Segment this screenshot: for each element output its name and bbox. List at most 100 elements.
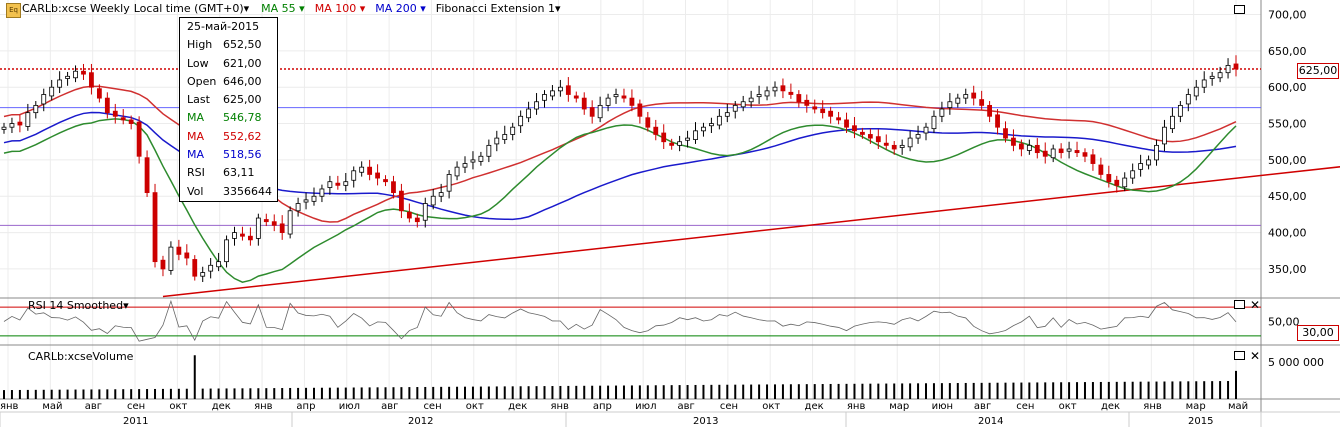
- price-tick-label: 500,00: [1268, 154, 1307, 167]
- price-tick-label: 700,00: [1268, 9, 1307, 22]
- volume-maximize-button[interactable]: [1234, 351, 1245, 360]
- candle-body: [263, 219, 269, 223]
- info-key: MA: [187, 129, 205, 143]
- info-row: Low 621,00: [180, 55, 277, 73]
- candle-body: [224, 239, 229, 263]
- candle-body: [1018, 143, 1024, 150]
- candle-body: [9, 123, 15, 128]
- candle-body: [860, 131, 865, 135]
- month-label: июл: [635, 401, 656, 412]
- candle-body: [446, 174, 452, 192]
- month-label: янв: [0, 401, 19, 412]
- candle-body: [414, 217, 420, 223]
- info-row: Open 646,00: [180, 73, 277, 91]
- volume-close-icon[interactable]: ✕: [1250, 349, 1261, 363]
- candle-body: [1201, 79, 1207, 88]
- candle-body: [836, 117, 841, 121]
- candle-body: [1154, 144, 1159, 161]
- candle-body: [232, 232, 237, 239]
- month-label: апр: [296, 401, 315, 412]
- candle-body: [168, 246, 174, 271]
- candle-body: [73, 70, 78, 79]
- info-row: Vol 3356644: [180, 183, 277, 201]
- candle-body: [383, 179, 388, 183]
- candle-body: [1106, 174, 1112, 183]
- candle-body: [1177, 104, 1183, 117]
- info-key: MA: [187, 148, 205, 162]
- candle-body: [136, 121, 142, 157]
- candle-body: [1034, 144, 1040, 154]
- candle-body: [65, 75, 70, 79]
- candle-body: [828, 110, 834, 117]
- candle-body: [430, 195, 436, 206]
- rsi-tick-label: 50,00: [1268, 316, 1300, 329]
- candle-body: [899, 144, 905, 148]
- month-label: дек: [508, 401, 527, 412]
- candle-body: [923, 126, 929, 134]
- candle-body: [494, 137, 500, 145]
- candle-body: [661, 132, 667, 143]
- chart-header: CARLb:xcse Weekly Local time (GMT+0)▾ MA…: [22, 2, 560, 15]
- rsi-close-icon[interactable]: ✕: [1250, 298, 1261, 312]
- candle-body: [49, 86, 55, 97]
- candle-body: [343, 181, 349, 186]
- candle-body: [1138, 163, 1144, 170]
- candle-body: [589, 107, 595, 117]
- equity-icon[interactable]: Eq: [6, 3, 21, 18]
- candle-body: [478, 155, 484, 162]
- candle-body: [740, 101, 746, 108]
- month-label: янв: [550, 401, 569, 412]
- candle-body: [780, 85, 786, 92]
- candle-body: [716, 115, 722, 126]
- candle-body: [907, 137, 913, 148]
- candle-body: [796, 94, 802, 103]
- rsi-maximize-button[interactable]: [1234, 300, 1245, 309]
- timezone-dropdown[interactable]: Local time (GMT+0)▾: [133, 2, 250, 15]
- month-label: июл: [339, 401, 360, 412]
- indicator-ma55[interactable]: MA 55 ▾: [261, 2, 305, 15]
- candle-body: [844, 119, 849, 128]
- candle-body: [112, 110, 118, 117]
- candle-body: [1162, 126, 1167, 145]
- candle-body: [891, 144, 897, 150]
- candle-body: [1082, 152, 1088, 157]
- info-row: Last 625,00: [180, 91, 277, 109]
- month-label: дек: [805, 401, 824, 412]
- month-label: май: [42, 401, 62, 412]
- indicator-fibonacci[interactable]: Fibonacci Extension 1▾: [435, 2, 561, 15]
- year-label: 2011: [123, 416, 148, 427]
- indicator-ma200[interactable]: MA 200 ▾: [375, 2, 426, 15]
- candle-body: [526, 108, 531, 119]
- candle-body: [820, 108, 826, 114]
- candle-body: [995, 114, 1000, 128]
- candle-body: [176, 246, 182, 255]
- month-label: окт: [169, 401, 187, 412]
- candle-body: [724, 112, 730, 117]
- candle-body: [756, 94, 762, 98]
- candle-body: [295, 203, 301, 212]
- candle-body: [581, 97, 587, 110]
- candle-body: [629, 97, 635, 106]
- month-label: авг: [85, 401, 102, 412]
- candle-body: [637, 103, 643, 117]
- volume-tick-label: 5 000 000: [1268, 356, 1324, 369]
- candle-body: [1130, 170, 1136, 179]
- candle-body: [1209, 75, 1215, 79]
- symbol-timeframe[interactable]: CARLb:xcse Weekly: [22, 2, 130, 15]
- candle-body: [327, 181, 333, 188]
- info-key: Last: [187, 93, 210, 107]
- candle-body: [1185, 94, 1191, 105]
- rsi-title[interactable]: RSI 14 Smoothed▾: [28, 299, 129, 312]
- info-row: MA 546,78: [180, 109, 277, 127]
- candle-body: [1011, 137, 1016, 146]
- candle-body: [1114, 179, 1120, 186]
- candle-body: [41, 94, 47, 105]
- candle-body: [319, 188, 325, 197]
- price-tick-label: 650,00: [1268, 45, 1307, 58]
- volume-title: CARLb:xcseVolume: [28, 350, 134, 363]
- candle-body: [144, 157, 150, 194]
- candle-body: [192, 259, 198, 277]
- main-maximize-button[interactable]: [1234, 5, 1245, 14]
- indicator-ma100[interactable]: MA 100 ▾: [314, 2, 366, 15]
- price-tick-label: 550,00: [1268, 118, 1307, 131]
